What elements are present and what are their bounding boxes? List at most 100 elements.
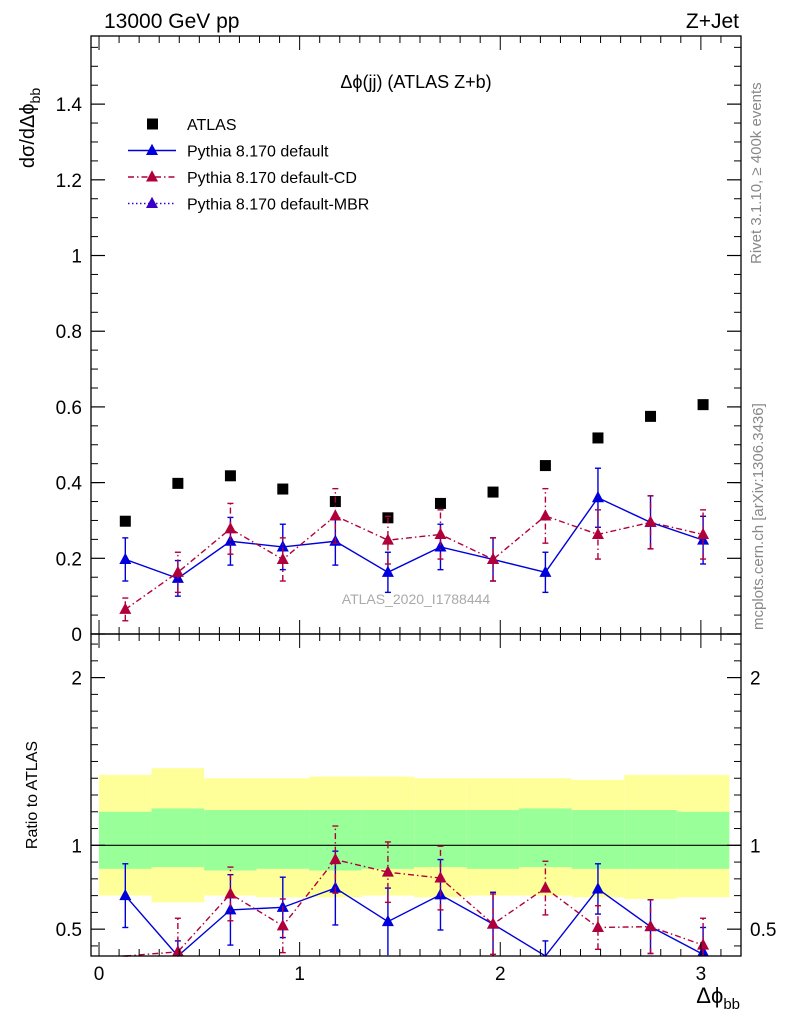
ratio-cd-point <box>224 887 237 899</box>
legend-marker-default <box>146 143 158 156</box>
cd-point <box>276 552 289 564</box>
atlas-point <box>277 483 289 495</box>
atlas-point <box>172 477 184 489</box>
ratio-band-inner <box>414 810 467 868</box>
legend-label-cd: Pythia 8.170 default-CD <box>187 170 357 187</box>
main-ytick-label: 0.6 <box>56 398 82 419</box>
main-title: Δϕ(jj) (ATLAS Z+b) <box>340 72 491 92</box>
ratio-cd-point <box>171 945 184 957</box>
ratio-band-inner <box>519 808 572 868</box>
cd-point <box>434 527 447 539</box>
default-point <box>434 540 447 552</box>
ratio-cd-point <box>644 919 657 932</box>
ratio-cd-point <box>539 881 552 893</box>
main-ytick-label: 0 <box>71 625 82 646</box>
ratio-default-point <box>224 903 237 915</box>
ratio-band-inner <box>99 811 152 869</box>
ratio-band-inner <box>204 810 257 871</box>
default-point <box>539 565 552 577</box>
atlas-point <box>592 432 604 444</box>
default-point <box>119 552 132 564</box>
ratio-cd-point <box>381 865 394 877</box>
ratio-default-point <box>591 882 604 894</box>
main-ytick-label: 1.4 <box>56 95 83 116</box>
ratio-cd-point <box>697 938 710 950</box>
atlas-point <box>697 399 709 411</box>
ratio-cd-point <box>487 917 500 929</box>
ratio-cd-line <box>125 858 704 957</box>
cd-point <box>697 527 710 539</box>
ratio-xlabel: Δϕbb <box>696 983 740 1013</box>
cd-point <box>329 509 342 521</box>
cd-point <box>644 515 657 527</box>
default-point <box>697 533 710 545</box>
ratio-band-inner <box>256 810 310 869</box>
ratio-ytick-label-right: 2 <box>750 669 761 690</box>
ratio-xtick-label: 0 <box>94 964 105 985</box>
atlas-point <box>119 515 131 527</box>
atlas-point <box>224 470 236 482</box>
rivet-label: Rivet 3.1.10, ≥ 400k events <box>748 82 765 264</box>
cd-point <box>539 509 552 521</box>
ratio-band-inner <box>151 808 205 868</box>
cd-point <box>119 602 132 614</box>
ratio-cd-point <box>329 852 342 865</box>
atlas-point <box>434 497 446 509</box>
cd-point <box>591 527 604 539</box>
ratio-ytick-label-left: 2 <box>71 669 82 690</box>
ratio-xtick-label: 2 <box>495 964 506 985</box>
ratio-default-point <box>381 914 394 927</box>
cd-line <box>124 515 704 610</box>
legend-label-default: Pythia 8.170 default <box>187 144 329 161</box>
ylabel-main-text: dσ/dΔϕ <box>17 103 39 168</box>
default-point <box>381 565 394 577</box>
svg-text:dσ/dΔϕbb: dσ/dΔϕbb <box>17 88 43 169</box>
main-ytick-label: 0.4 <box>56 474 83 495</box>
header-right: Z+Jet <box>686 10 739 33</box>
ratio-default-line <box>124 887 704 957</box>
xlabel-sub-text: bb <box>723 996 740 1013</box>
ratio-cd-point <box>591 920 604 933</box>
atlas-point <box>539 460 551 472</box>
default-point <box>591 491 604 503</box>
ratio-default-point <box>119 888 132 901</box>
default-point <box>276 540 289 552</box>
watermark: ATLAS_2020_I1788444 <box>342 591 491 607</box>
ratio-ytick-label-left: 0.5 <box>56 920 82 941</box>
ylabel-sub-text: bb <box>27 88 43 104</box>
ratio-band-inner <box>466 810 520 869</box>
ratio-ytick-label-left: 1 <box>71 836 82 857</box>
mcplots-label: mcplots.cern.ch [arXiv:1306.3436] <box>750 403 767 630</box>
ratio-band-inner <box>624 810 677 869</box>
default-line <box>125 496 704 580</box>
ratio-cd-point <box>434 871 447 883</box>
main-ytick-label: 1.2 <box>56 171 82 192</box>
legend-label-atlas: ATLAS <box>187 117 237 134</box>
ratio-xtick-label: 1 <box>294 964 305 985</box>
main-ytick-label: 1 <box>71 247 82 268</box>
main-ytick-label: 0.8 <box>56 322 82 343</box>
main-panel: 00.20.40.60.811.21.4 Δϕ(jj) (ATLAS Z+b) … <box>17 35 742 646</box>
ratio-band-inner <box>571 810 625 869</box>
main-ytick-label: 0.2 <box>56 549 82 570</box>
ratio-band-inner <box>676 811 730 869</box>
legend-marker-atlas <box>147 118 158 130</box>
legend-marker-mbr <box>146 196 158 209</box>
xlabel-main-text: Δϕ <box>696 983 723 1008</box>
cd-point <box>487 552 500 564</box>
legend-label-mbr: Pythia 8.170 default-MBR <box>187 197 369 214</box>
legend: ATLAS Pythia 8.170 default Pythia 8.170 de… <box>128 117 369 214</box>
cd-point <box>224 522 237 534</box>
ratio-xtick-label: 3 <box>696 964 707 985</box>
cd-point <box>381 533 394 545</box>
atlas-point <box>487 486 499 498</box>
cd-point <box>171 565 184 577</box>
ratio-default-point <box>329 881 342 893</box>
header-left: 13000 GeV pp <box>104 10 239 33</box>
ratio-cd-point <box>276 919 289 931</box>
legend-marker-cd <box>146 170 158 182</box>
ratio-panel: 0.5 0.5 1 1 2 2 0 1 2 3 Ratio to ATLAS Δϕbb <box>24 633 776 1013</box>
ratio-ytick-label-right: 0.5 <box>750 920 776 941</box>
atlas-point <box>645 410 657 422</box>
